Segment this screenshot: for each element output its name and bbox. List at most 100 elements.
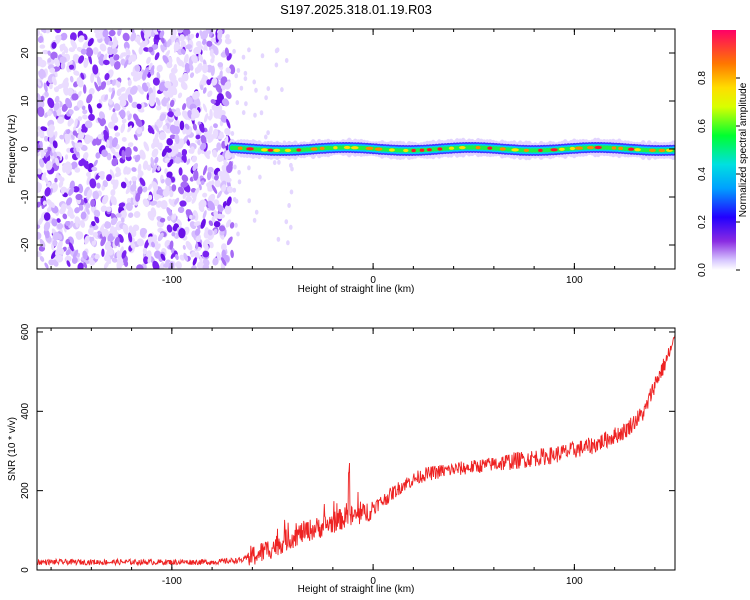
- noise-cell: [194, 228, 201, 236]
- noise-cell: [213, 209, 219, 220]
- noise-cell: [224, 38, 232, 45]
- noise-cell: [266, 130, 270, 136]
- noise-cell: [163, 262, 170, 268]
- noise-cell: [117, 261, 124, 267]
- noise-cell: [206, 40, 213, 47]
- noise-cell: [224, 128, 231, 136]
- noise-cell: [136, 103, 142, 110]
- noise-cell: [210, 37, 217, 43]
- noise-cell: [88, 88, 95, 95]
- noise-cell: [211, 184, 218, 194]
- noise-cell: [94, 253, 100, 260]
- noise-cell: [37, 168, 42, 175]
- noise-cell: [57, 84, 64, 89]
- noise-cell: [96, 182, 101, 189]
- noise-cell: [159, 261, 165, 269]
- noise-cell: [146, 56, 151, 65]
- noise-cell: [217, 214, 226, 219]
- noise-cell: [77, 183, 84, 194]
- noise-cell: [287, 203, 291, 208]
- signal-peak: [658, 148, 666, 153]
- colorbar-tick-label: 0.8: [697, 71, 708, 85]
- noise-cell: [157, 166, 161, 171]
- noise-cell: [166, 224, 173, 233]
- noise-cell: [37, 231, 42, 240]
- noise-cell: [127, 79, 132, 87]
- noise-cell: [173, 41, 180, 52]
- noise-cell: [284, 58, 289, 63]
- y-tick-label: 400: [20, 403, 31, 420]
- noise-cell: [200, 30, 209, 40]
- noise-cell: [60, 203, 67, 214]
- noise-cell: [191, 196, 197, 204]
- noise-cell: [212, 257, 219, 266]
- noise-cell: [220, 184, 227, 193]
- noise-cell: [98, 111, 106, 120]
- noise-cell: [195, 242, 199, 250]
- noise-cell: [83, 262, 88, 269]
- noise-cell: [243, 76, 248, 82]
- noise-cell: [51, 41, 57, 49]
- noise-cell: [125, 47, 131, 56]
- noise-cell: [211, 216, 216, 223]
- noise-cell: [180, 81, 188, 90]
- noise-cell: [140, 227, 148, 235]
- noise-cell: [110, 90, 116, 100]
- noise-cell: [50, 201, 55, 209]
- noise-cell: [66, 65, 70, 73]
- noise-cell: [166, 147, 172, 153]
- noise-cell: [191, 155, 198, 163]
- noise-cell: [228, 161, 233, 169]
- noise-cell: [166, 138, 174, 146]
- noise-cell: [77, 132, 84, 141]
- noise-cell: [189, 64, 194, 71]
- noise-cell: [95, 31, 102, 40]
- noise-cell: [88, 227, 94, 234]
- noise-cell: [166, 38, 172, 48]
- noise-cell: [166, 171, 173, 179]
- noise-cell: [123, 41, 130, 50]
- noise-cell: [41, 29, 47, 34]
- signal-peak: [388, 148, 395, 152]
- noise-cell: [68, 242, 74, 252]
- signal-peak: [611, 146, 617, 150]
- noise-cell: [134, 154, 141, 163]
- noise-cell: [125, 202, 133, 211]
- noise-cell: [198, 53, 204, 63]
- noise-cell: [68, 187, 75, 196]
- noise-cell: [144, 67, 149, 76]
- noise-cell: [226, 177, 232, 183]
- noise-cell: [69, 32, 77, 42]
- noise-cell: [72, 249, 79, 259]
- noise-cell: [110, 217, 118, 226]
- noise-cell: [252, 79, 256, 85]
- noise-cell: [193, 221, 201, 227]
- x-tick-label: -100: [162, 275, 182, 286]
- noise-cell: [124, 177, 131, 187]
- noise-cell: [207, 150, 211, 155]
- noise-cell: [158, 132, 167, 141]
- noise-cell: [111, 257, 118, 263]
- noise-cell: [51, 76, 57, 86]
- noise-cell: [133, 134, 138, 141]
- noise-cell: [81, 127, 86, 133]
- noise-cell: [37, 182, 42, 193]
- noise-cell: [116, 88, 122, 97]
- noise-cell: [98, 58, 105, 66]
- noise-cell: [76, 77, 84, 88]
- noise-cell: [161, 147, 168, 157]
- noise-cell: [119, 210, 127, 220]
- noise-cell: [43, 135, 49, 142]
- noise-cell: [272, 160, 277, 166]
- noise-cell: [108, 98, 113, 105]
- noise-cell: [62, 213, 68, 220]
- noise-cell: [84, 120, 93, 129]
- noise-cell: [131, 101, 138, 109]
- noise-cell: [66, 129, 71, 135]
- noise-cell: [60, 32, 68, 41]
- noise-cell: [177, 206, 185, 214]
- noise-cell: [139, 42, 146, 48]
- noise-cell: [39, 255, 45, 262]
- noise-cell: [113, 36, 118, 45]
